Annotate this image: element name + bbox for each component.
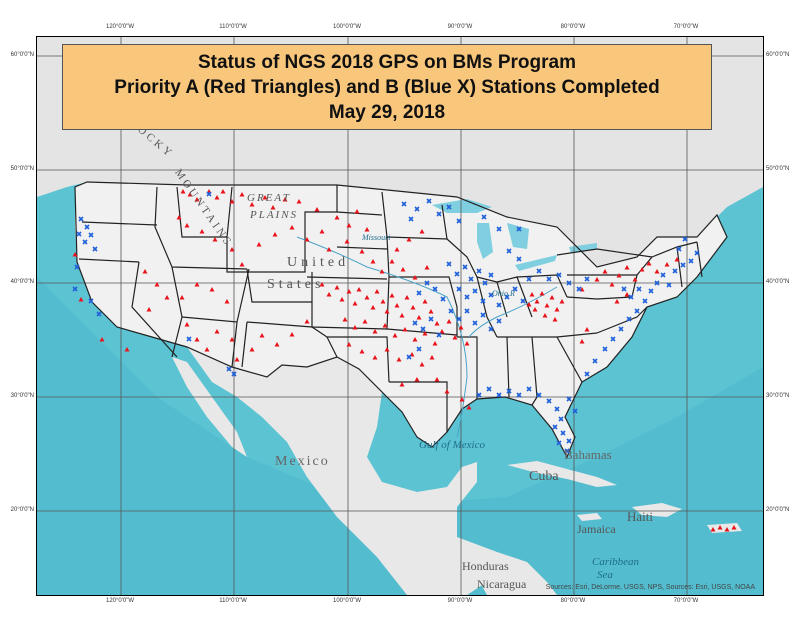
lat-tick-20: 20°0'0"N xyxy=(10,507,34,513)
lon-tick-110: 110°0'0"W xyxy=(219,24,247,30)
caribbean-label: Caribbean xyxy=(592,556,640,568)
honduras-label: Honduras xyxy=(462,559,509,573)
lake-huron xyxy=(507,223,529,249)
lake-erie xyxy=(515,255,557,271)
lon-tick-100-bottom: 100°0'0"W xyxy=(332,598,362,604)
mexico-land xyxy=(187,347,487,595)
title-line-2: Priority A (Red Triangles) and B (Blue X… xyxy=(114,77,660,98)
lake-ontario xyxy=(569,243,597,253)
baja-land xyxy=(172,357,247,457)
lat-tick-50: 50°0'0"N xyxy=(10,166,34,172)
mexico-label: Mexico xyxy=(275,454,330,469)
lon-tick-80: 80°0'0"W xyxy=(560,24,586,30)
lon-tick-100: 100°0'0"W xyxy=(332,24,362,30)
lat-tick-40-right: 40°0'0"N xyxy=(766,279,790,285)
united-label: United xyxy=(287,255,350,270)
lon-tick-70: 70°0'0"W xyxy=(673,24,699,30)
nicaragua-label: Nicaragua xyxy=(477,577,527,591)
states-label: States xyxy=(267,277,325,292)
rivers xyxy=(296,236,558,438)
haiti-label: Haiti xyxy=(627,509,653,524)
puerto-rico-land xyxy=(707,523,742,533)
title-line-1: Status of NGS 2018 GPS on BMs Program xyxy=(198,52,576,73)
cuba-label: Cuba xyxy=(529,469,559,484)
priority-a-stations xyxy=(72,189,737,532)
jamaica-label: Jamaica xyxy=(577,522,616,536)
priority-b-stations xyxy=(72,191,700,454)
map-attribution: Sources: Esri, DeLorme, USGS, NPS, Sourc… xyxy=(545,584,755,591)
bahamas-label: Bahamas xyxy=(564,447,612,462)
ohio-river-label: Ohio R xyxy=(492,289,515,298)
central-america-land xyxy=(457,537,557,595)
plains-label: PLAINS xyxy=(250,209,299,221)
lon-tick-80-bottom: 80°0'0"W xyxy=(560,598,586,604)
jamaica-land xyxy=(577,513,602,521)
lake-superior xyxy=(432,199,492,213)
gulf-of-mexico-label: Gulf of Mexico xyxy=(419,439,485,451)
hispaniola-land xyxy=(632,503,682,517)
lon-tick-90: 90°0'0"W xyxy=(447,24,473,30)
us-land xyxy=(75,182,727,457)
lat-tick-50-right: 50°0'0"N xyxy=(766,166,790,172)
lat-tick-40: 40°0'0"N xyxy=(10,279,34,285)
great-label: GREAT xyxy=(247,192,291,204)
lat-tick-20-right: 20°0'0"N xyxy=(766,507,790,513)
lon-tick-110-bottom: 110°0'0"W xyxy=(219,598,247,604)
lon-tick-90-bottom: 90°0'0"W xyxy=(447,598,473,604)
state-boundaries xyxy=(74,181,728,459)
lat-tick-30-right: 30°0'0"N xyxy=(766,393,790,399)
lon-tick-120: 120°0'0"W xyxy=(105,24,135,30)
lat-tick-60-right: 60°0'0"N xyxy=(766,52,790,58)
lat-tick-30: 30°0'0"N xyxy=(10,393,34,399)
title-line-3: May 29, 2018 xyxy=(328,102,446,123)
lon-tick-70-bottom: 70°0'0"W xyxy=(673,598,699,604)
lake-michigan xyxy=(477,223,493,259)
cuba-land xyxy=(507,461,617,487)
title-box: Status of NGS 2018 GPS on BMs Program Pr… xyxy=(62,44,712,130)
sea-label: Sea xyxy=(597,569,613,581)
lon-tick-120-bottom: 120°0'0"W xyxy=(105,598,135,604)
missouri-river-label: Missouri xyxy=(362,233,391,242)
lat-tick-60: 60°0'0"N xyxy=(10,52,34,58)
